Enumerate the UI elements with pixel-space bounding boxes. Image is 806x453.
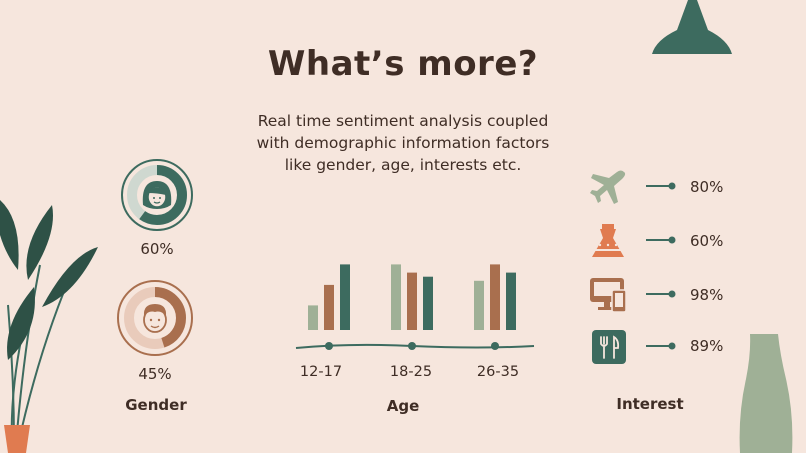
plant-decoration (0, 200, 98, 453)
age-bar-18-25-s3 (423, 276, 433, 330)
age-bar-26-35-s3 (506, 272, 516, 330)
interest-travel-percent: 80% (690, 178, 724, 196)
devices-icon (590, 278, 627, 313)
vase-decoration (739, 334, 793, 453)
age-bar-18-25-s1 (391, 264, 401, 330)
gender-female-percent: 60% (140, 240, 174, 258)
gender-label: Gender (125, 396, 187, 414)
gender-male-percent: 45% (138, 365, 172, 383)
age-bar-12-17-s1 (308, 305, 318, 330)
gender-male-donut (117, 280, 193, 356)
age-bar-12-17-s3 (340, 264, 350, 330)
age-tick-26-35: 26-35 (476, 364, 520, 380)
interest-connectors (646, 182, 676, 350)
interest-fashion-percent: 60% (690, 232, 724, 250)
interest-food-percent: 89% (690, 337, 724, 355)
slide-title: What’s more? (267, 44, 539, 84)
dress-icon (592, 224, 624, 257)
age-axis-dot-12-17 (325, 342, 333, 350)
age-bar-12-17-s2 (324, 284, 334, 330)
female-face-icon (142, 181, 172, 209)
age-bar-26-35-s2 (490, 264, 500, 330)
slide-subtitle: Real time sentiment analysis coupled wit… (256, 112, 550, 174)
age-axis-dot-18-25 (408, 342, 416, 350)
interest-label: Interest (616, 395, 684, 413)
age-bar-18-25-s2 (407, 272, 417, 330)
age-label: Age (386, 397, 420, 415)
age-bar-chart (295, 264, 535, 350)
age-axis-dot-26-35 (491, 342, 499, 350)
gender-female-donut (121, 159, 193, 231)
airplane-icon (590, 170, 626, 204)
lamp-decoration (652, 0, 732, 54)
restaurant-icon (592, 330, 626, 364)
age-bar-26-35-s1 (474, 280, 484, 330)
interest-tech-percent: 98% (690, 286, 724, 304)
age-tick-12-17: 12-17 (299, 364, 343, 380)
male-face-icon (143, 304, 167, 333)
age-tick-18-25: 18-25 (389, 364, 433, 380)
